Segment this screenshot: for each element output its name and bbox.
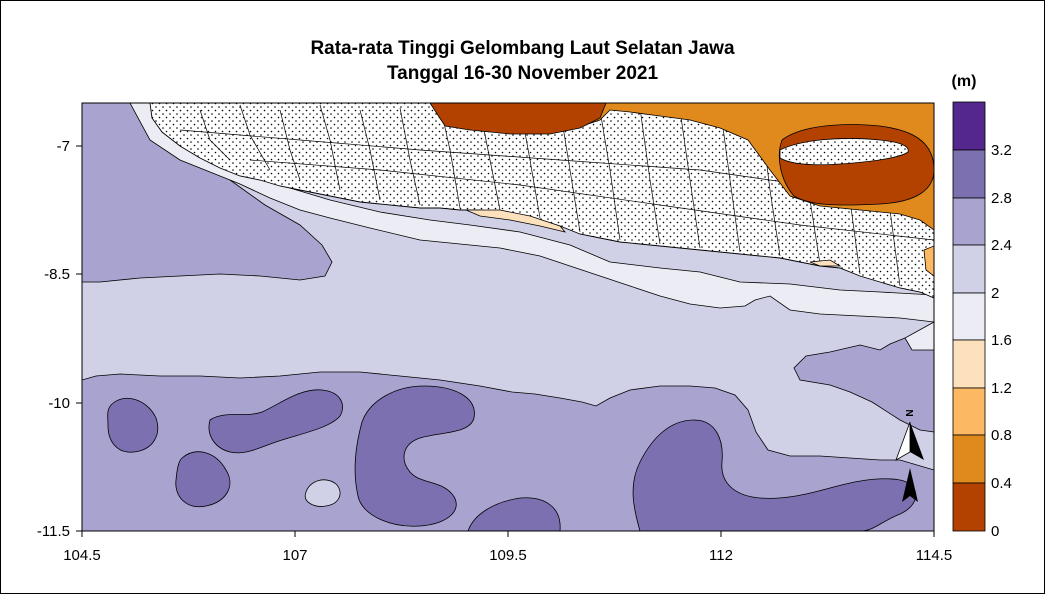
legend-swatch [952,149,986,199]
legend-level: 2.8 [991,190,1012,207]
x-tick-label: 104.5 [63,547,101,564]
legend-level: 0.4 [991,475,1012,492]
legend-swatch [952,101,986,151]
y-tick-label: -10 [48,395,70,412]
legend-swatch [952,244,986,294]
blob-2.8-3.2-c [208,389,343,454]
south-band-0.8-1.2-east [923,245,934,277]
blob-2.8-3.2-b [175,451,231,508]
north-label: N [905,409,916,416]
legend-swatch [952,482,986,532]
north-band-0-0.4-b [778,124,934,206]
south-band-1.2-1.6 [465,209,567,233]
blob-2.8-3.2-f [632,419,917,531]
south-band-1.2-1.6-east [809,259,842,267]
x-tick-label: 112 [709,547,733,564]
legend-level: 2.4 [991,237,1012,254]
legend-level: 0 [991,523,999,540]
legend-swatch [952,292,986,341]
legend-level: 3.2 [991,142,1012,159]
sea-band-1.6-2 [129,103,934,323]
y-axis [76,145,82,532]
map-subtitle: Tanggal 16-30 November 2021 [386,63,659,84]
north-arrow-icon: N [895,409,924,502]
wave-height-field [82,103,934,531]
legend-level: 0.8 [991,427,1012,444]
x-tick-label: 107 [282,547,307,564]
blob-2.8-3.2-e [467,497,561,531]
y-tick-label: -11.5 [37,523,70,540]
blob-2.8-3.2-a [107,398,159,453]
madura-island [779,138,909,166]
blob-2.8-3.2-d [354,385,475,527]
legend-level: 1.6 [991,332,1012,349]
color-legend [952,101,986,532]
y-tick-label: -7 [57,138,70,155]
y-tick-label: -8.5 [44,266,70,283]
legend-unit: (m) [952,73,977,90]
x-tick-label: 109.5 [489,547,527,564]
legend-level: 2 [991,285,999,302]
sea-band-1.6-2-east [904,321,934,351]
legend-level: 1.2 [991,380,1012,397]
x-axis [81,531,935,537]
x-tick-label: 114.5 [916,547,952,564]
legend-swatch [952,387,986,436]
legend-swatch [952,197,986,246]
legend-swatch [952,434,986,484]
pocket-2-2.4 [304,479,341,507]
map-title: Rata-rata Tinggi Gelombang Laut Selatan … [310,38,735,59]
legend-swatch [952,339,986,389]
north-band-0-0.4-a [429,103,607,135]
